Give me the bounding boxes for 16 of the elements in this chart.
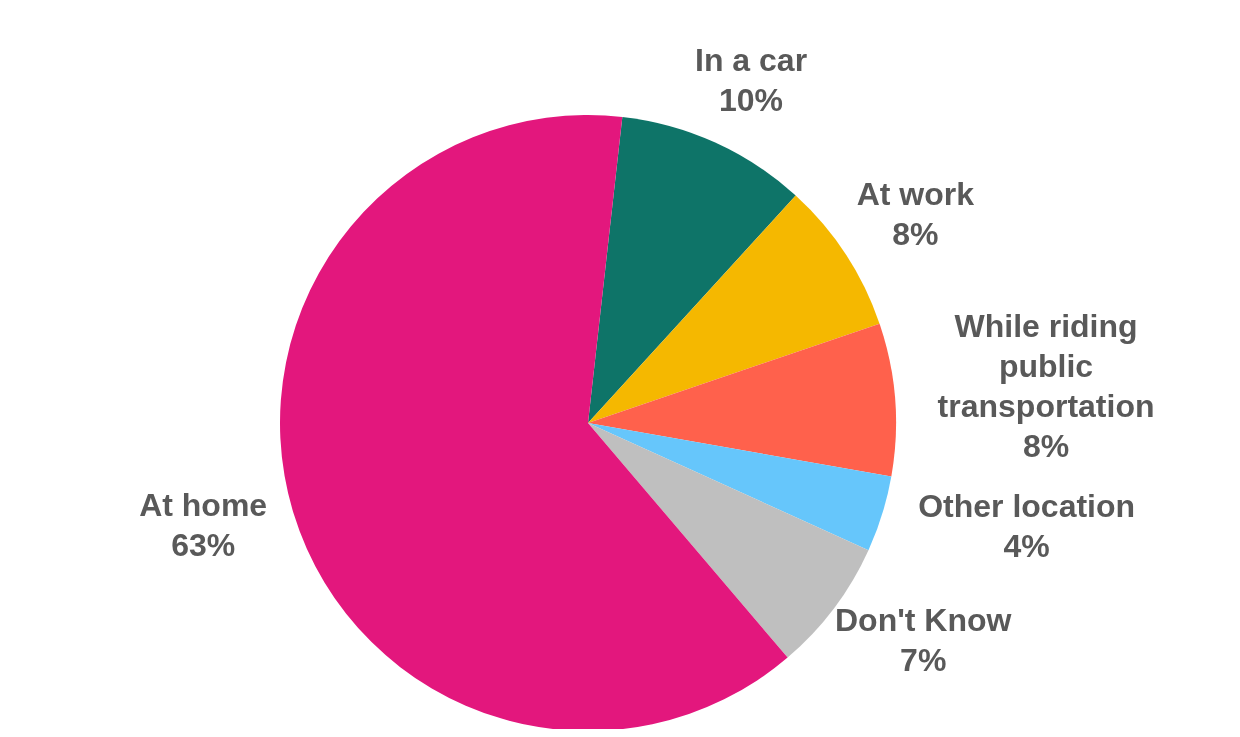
data-label: 8% [1022,427,1070,464]
data-label: 10% [719,82,784,119]
data-label: 63% [171,527,236,564]
slice-label: Don't Know [834,601,1012,638]
pie-slice [588,423,892,551]
pie-slice [588,116,796,423]
pie-slice [588,323,896,477]
slice-label: In a car [695,42,808,79]
slice-label: While riding public transportation [937,307,1155,424]
slice-label: At home [139,487,268,524]
pie-slice [280,115,788,729]
data-label: 7% [900,641,947,678]
data-label: 8% [892,216,939,253]
data-label: 4% [1003,528,1050,565]
slice-label: Other location [918,488,1136,525]
slice-label: At work [856,176,975,213]
